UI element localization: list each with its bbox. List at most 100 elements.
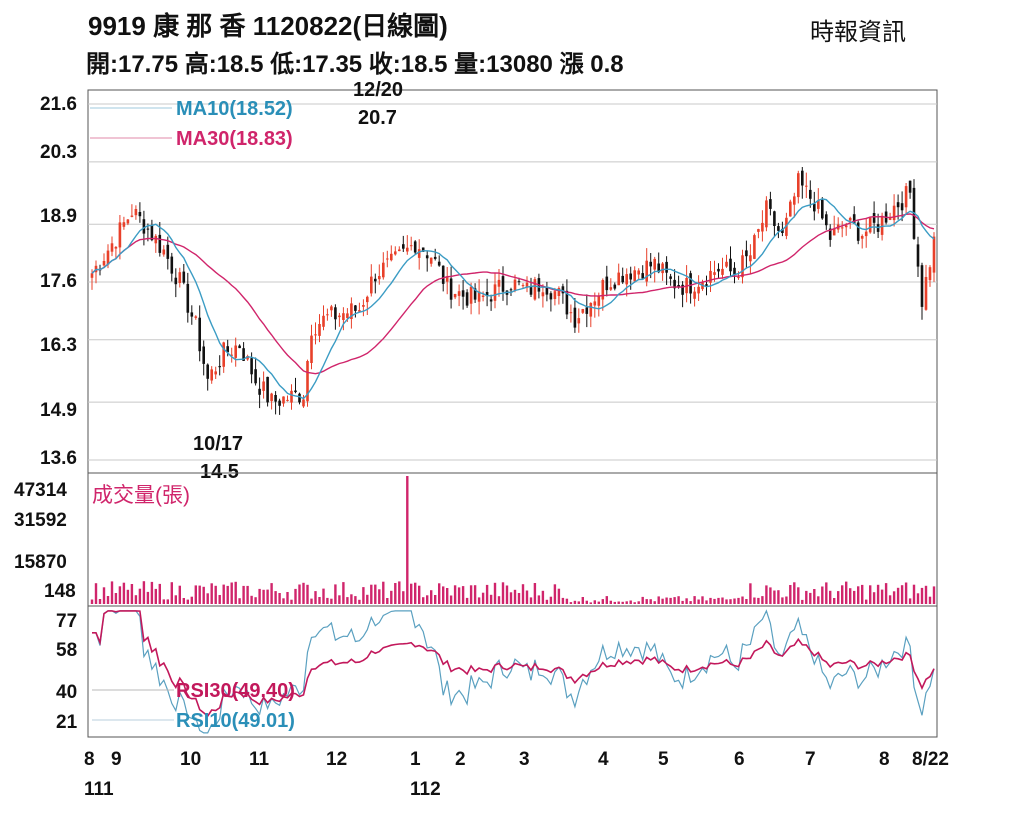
- candle-body: [529, 287, 533, 295]
- candle-body: [402, 244, 405, 249]
- candle-body: [825, 214, 828, 226]
- candle-body: [218, 366, 221, 368]
- volume-bar: [557, 588, 561, 604]
- candle-body: [840, 227, 844, 229]
- candle-body: [621, 275, 624, 283]
- volume-bar: [813, 589, 816, 604]
- volume-bar: [617, 601, 620, 604]
- candle-body: [342, 313, 345, 320]
- candle-body: [158, 234, 162, 253]
- volume-y-axis: 47314 31592 15870 148: [14, 480, 76, 602]
- volume-bar: [489, 594, 493, 604]
- candle-body: [110, 243, 114, 252]
- volume-bar: [298, 584, 301, 604]
- volume-bar: [330, 598, 333, 604]
- volume-bar: [402, 591, 405, 604]
- volume-bar: [637, 601, 640, 604]
- volume-bar: [198, 585, 201, 604]
- volume-bar: [406, 476, 409, 604]
- candle-body: [916, 244, 920, 267]
- candle-body: [210, 369, 213, 381]
- volume-bar: [669, 597, 672, 604]
- volume-bar: [932, 586, 936, 604]
- candle-body: [645, 260, 648, 282]
- candle-body: [693, 291, 696, 299]
- candlesticks: [90, 167, 936, 415]
- candle-body: [413, 241, 417, 253]
- candle-body: [904, 186, 908, 208]
- volume-bar: [525, 590, 529, 604]
- candle-body: [497, 279, 501, 287]
- candle-body: [386, 258, 389, 260]
- volume-bar: [282, 598, 285, 604]
- candle-body: [118, 222, 122, 248]
- candle-body: [924, 277, 928, 310]
- volume-bar: [322, 588, 325, 604]
- volume-bar: [861, 584, 864, 604]
- volume-bar: [266, 589, 269, 604]
- volume-bar: [785, 596, 788, 604]
- volume-bar: [853, 590, 856, 604]
- volume-bar: [645, 599, 648, 604]
- volume-bar: [294, 588, 297, 604]
- volume-bar: [278, 593, 281, 604]
- rsi-panel: RSI30(49.40) RSI10(49.01) 77 58 40 21: [56, 605, 938, 738]
- candle-body: [809, 189, 812, 199]
- volume-bar: [577, 601, 580, 604]
- candle-body: [561, 286, 565, 294]
- candle-body: [374, 278, 377, 282]
- candle-body: [154, 235, 158, 244]
- candle-body: [194, 316, 198, 318]
- candle-body: [908, 180, 912, 193]
- candle-body: [832, 228, 836, 236]
- price-tick-17.6: 17.6: [40, 271, 77, 292]
- candle-body: [417, 249, 421, 258]
- candle-body: [142, 219, 146, 234]
- volume-bar: [250, 595, 253, 604]
- x-tick-month-7: 7: [805, 749, 816, 770]
- candle-body: [737, 277, 740, 279]
- low-annotation-value: 14.5: [200, 461, 239, 483]
- volume-bar: [230, 582, 233, 604]
- rsi30-legend-label: RSI30(49.40): [176, 680, 295, 702]
- volume-bar: [880, 589, 884, 604]
- volume-bar: [178, 585, 181, 604]
- volume-bar: [174, 595, 177, 604]
- volume-bar: [605, 596, 608, 604]
- candle-body: [477, 291, 481, 302]
- candle-body: [805, 185, 808, 187]
- volume-bar: [569, 602, 573, 604]
- rsi-panel-frame: [87, 605, 938, 738]
- volume-bar: [358, 599, 361, 604]
- volume-bar: [477, 597, 481, 604]
- candle-body: [358, 310, 361, 312]
- candle-body: [669, 276, 672, 279]
- price-gridlines: [88, 103, 937, 461]
- volume-bar: [194, 585, 197, 604]
- volume-bar: [430, 590, 433, 604]
- volume-bar: [390, 590, 393, 604]
- candle-body: [134, 209, 138, 216]
- volume-bar: [865, 599, 868, 604]
- candle-body: [314, 334, 317, 336]
- price-tick-21.6: 21.6: [40, 94, 77, 115]
- candle-body: [409, 245, 413, 247]
- candle-body: [553, 291, 557, 299]
- volume-bar: [410, 583, 413, 604]
- candle-body: [350, 303, 353, 319]
- volume-bar: [302, 582, 305, 604]
- candle-body: [577, 318, 581, 324]
- candle-body: [457, 291, 461, 296]
- rsi30-line: [92, 610, 935, 718]
- volume-bar: [920, 587, 924, 604]
- volume-bar: [892, 591, 896, 604]
- volume-bar: [246, 585, 249, 604]
- volume-bar: [809, 592, 812, 604]
- candle-body: [625, 274, 628, 285]
- volume-bar: [210, 583, 213, 604]
- candle-body: [665, 261, 668, 273]
- volume-bar: [434, 595, 437, 604]
- x-tick-month-3: 3: [519, 749, 530, 770]
- candle-body: [421, 247, 425, 252]
